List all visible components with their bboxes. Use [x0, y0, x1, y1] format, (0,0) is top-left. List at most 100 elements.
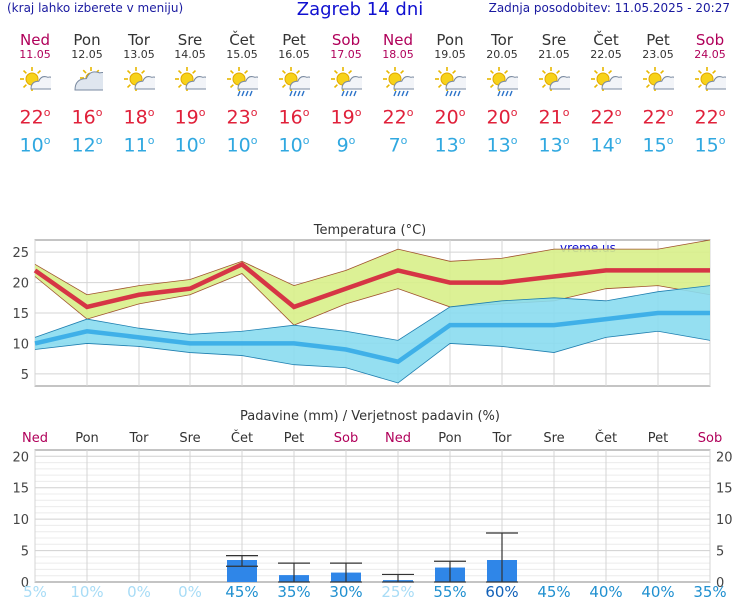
temp-tick-label: 25: [12, 246, 29, 261]
day-date: 23.05: [642, 48, 674, 61]
max-temp: 22o: [694, 106, 726, 129]
sun-cloud-icon: [539, 67, 570, 91]
day-column: Sre 14.05 19o 10o: [164, 32, 216, 158]
precip-day-label: Sre: [543, 431, 564, 446]
day-name: Tor: [491, 31, 513, 49]
min-temp-value: 10: [226, 134, 251, 157]
day-date: 15.05: [226, 48, 258, 61]
precip-day-label: Ned: [22, 431, 48, 446]
min-temp: 15o: [642, 134, 674, 157]
min-temp: 14o: [590, 134, 622, 157]
precip-day-label: Sob: [334, 431, 358, 446]
day-date: 19.05: [434, 48, 466, 61]
precip-tick-label-right: 15: [716, 482, 733, 497]
precip-probability: 0%: [127, 583, 151, 600]
min-temp: 9o: [336, 134, 356, 157]
min-temp-value: 13: [538, 134, 563, 157]
cloud-sun-icon: [74, 67, 103, 91]
day-name: Pet: [282, 31, 306, 49]
precip-probability: 35%: [693, 583, 726, 600]
day-name: Sre: [177, 31, 203, 49]
precip-probability: 10%: [70, 583, 103, 600]
sun-cloud-rain-icon: [435, 67, 466, 97]
day-date: 14.05: [174, 48, 206, 61]
sun-cloud-icon: [695, 67, 726, 91]
min-temp-line: [34, 310, 710, 365]
day-name: Tor: [128, 31, 150, 49]
precip-day-label: Sre: [179, 431, 200, 446]
precip-probability: 0%: [178, 583, 202, 600]
sun-cloud-rain-icon: [279, 67, 310, 97]
day-column: Pon 19.05 20o 13o: [424, 32, 476, 158]
day-name: Pon: [73, 31, 101, 49]
max-temp: 20o: [486, 106, 518, 129]
temp-chart-title: Temperatura (°C): [313, 223, 426, 238]
max-temp-value: 16: [71, 106, 96, 129]
day-date: 24.05: [694, 48, 726, 61]
max-temp-line: [33, 261, 710, 310]
min-temp: 10o: [226, 134, 258, 157]
region-hint: (kraj lahko izberete v meniju): [7, 1, 184, 15]
precip-day-label: Pet: [648, 431, 668, 446]
day-column: Čet 15.05 23o 10o: [216, 32, 268, 158]
day-date: 17.05: [330, 48, 362, 61]
precip-range: [382, 573, 414, 583]
precip-day-label: Tor: [128, 431, 149, 446]
temp-tick-label: 5: [21, 368, 29, 383]
max-temp-value: 19: [174, 106, 199, 129]
precip-tick-label-right: 20: [716, 450, 733, 465]
max-temp: 22o: [19, 106, 51, 129]
day-name: Pet: [646, 31, 670, 49]
max-temp: 18o: [123, 106, 155, 129]
day-date: 11.05: [19, 48, 51, 61]
precip-range: [486, 532, 518, 583]
precip-tick-label-right: 5: [716, 545, 724, 560]
day-name: Ned: [383, 31, 413, 49]
sun-cloud-icon: [20, 67, 51, 91]
max-temp: 16o: [278, 106, 310, 129]
precip-plot-area: [34, 449, 711, 583]
max-temp-value: 19: [330, 106, 355, 129]
precip-probability: 40%: [641, 583, 674, 600]
precip-day-label: Čet: [231, 430, 253, 446]
max-band-upper-edge: [34, 239, 711, 296]
min-temp-value: 13: [486, 134, 511, 157]
min-temp: 10o: [174, 134, 206, 157]
precip-tick-label-left: 15: [12, 482, 29, 497]
day-column: Čet 22.05 22o 14o: [580, 32, 632, 158]
min-temp-value: 11: [123, 134, 148, 157]
max-temp-value: 22: [19, 106, 44, 129]
day-date: 16.05: [278, 48, 310, 61]
precip-range: [330, 562, 362, 583]
sun-cloud-icon: [175, 67, 206, 91]
min-temp: 13o: [538, 134, 570, 157]
precip-day-label: Sob: [698, 431, 722, 446]
temp-tick-label: 10: [12, 337, 29, 352]
min-temp-value: 14: [590, 134, 615, 157]
min-temp-value: 10: [19, 134, 44, 157]
precip-range: [226, 554, 258, 567]
min-temp-value: 10: [174, 134, 199, 157]
day-name: Čet: [229, 31, 255, 49]
precip-range: [278, 562, 310, 583]
sun-cloud-icon: [124, 67, 155, 91]
min-temp-value: 12: [71, 134, 96, 157]
day-name: Čet: [593, 31, 619, 49]
day-column: Pon 12.05 16o 12o: [61, 32, 113, 158]
precip-probability: 40%: [589, 583, 622, 600]
max-temp-value: 16: [278, 106, 303, 129]
max-temp: 22o: [382, 106, 414, 129]
sun-cloud-icon: [591, 67, 622, 91]
sun-cloud-rain-icon: [227, 67, 258, 97]
max-temp-value: 21: [538, 106, 563, 129]
min-temp: 13o: [434, 134, 466, 157]
precip-day-label: Čet: [595, 430, 617, 446]
min-temp-value: 15: [694, 134, 719, 157]
precip-probability: 45%: [537, 583, 570, 600]
max-temp: 23o: [226, 106, 258, 129]
max-temp-value: 22: [694, 106, 719, 129]
max-temp-value: 20: [486, 106, 511, 129]
temp-tick-label: 20: [12, 277, 29, 292]
precip-tick-label-left: 0: [21, 576, 29, 591]
